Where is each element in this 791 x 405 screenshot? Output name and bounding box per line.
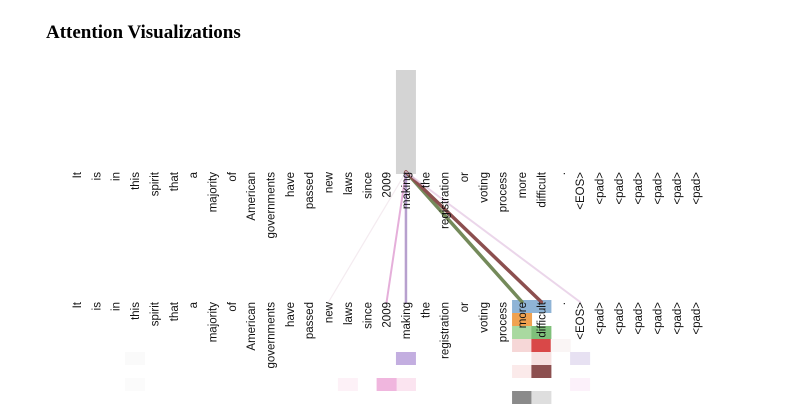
- top-token: governments: [266, 172, 278, 239]
- attention-weight-block: [531, 300, 552, 313]
- bottom-token: more: [517, 302, 529, 328]
- bottom-token: is: [91, 302, 103, 311]
- top-token: or: [459, 172, 471, 182]
- attention-weight-block: [570, 352, 591, 365]
- top-token: passed: [304, 172, 316, 209]
- bottom-token: or: [459, 302, 471, 312]
- bottom-token: this: [130, 302, 142, 320]
- bottom-token: voting: [478, 302, 490, 333]
- attention-weight-block: [531, 391, 552, 404]
- bottom-token: It: [72, 301, 84, 308]
- figure-title: Attention Visualizations: [46, 22, 241, 43]
- attention-weight-block: [125, 378, 146, 391]
- top-token: more: [517, 172, 529, 198]
- attention-weight-block: [531, 365, 552, 378]
- bottom-token: <pad>: [594, 302, 606, 335]
- top-token: spirit: [149, 171, 161, 196]
- bottom-token: <pad>: [691, 302, 703, 335]
- top-token: voting: [478, 172, 490, 203]
- bottom-token: .: [556, 302, 568, 305]
- top-token: laws: [343, 172, 355, 195]
- bottom-token: of: [227, 301, 239, 311]
- attention-line: [404, 170, 544, 304]
- attention-weight-block: [512, 313, 533, 326]
- bottom-token: process: [498, 302, 510, 343]
- top-token: difficult: [536, 171, 548, 207]
- attention-line: [385, 171, 407, 303]
- bottom-token: spirit: [149, 301, 161, 326]
- attention-weight-block: [512, 326, 533, 339]
- bottom-token: passed: [304, 302, 316, 339]
- top-token: <pad>: [594, 172, 606, 205]
- attention-weight-block: [512, 300, 533, 313]
- bottom-token: the: [420, 302, 432, 318]
- top-token: majority: [207, 172, 219, 213]
- bottom-token: <pad>: [614, 302, 626, 335]
- attention-line: [404, 171, 582, 303]
- top-token: since: [362, 172, 374, 199]
- bottom-token: new: [324, 301, 336, 323]
- top-token: .: [556, 172, 568, 175]
- top-token: new: [324, 171, 336, 193]
- bottom-token: making: [401, 302, 413, 339]
- top-token: a: [188, 171, 200, 178]
- attention-weight-block: [395, 352, 416, 365]
- attention-weight-block: [512, 339, 533, 352]
- top-token: in: [111, 172, 123, 181]
- bottom-token: registration: [440, 302, 452, 359]
- top-token: this: [130, 172, 142, 190]
- top-token: It: [72, 171, 84, 178]
- bottom-token: majority: [207, 302, 219, 343]
- top-token: is: [91, 172, 103, 181]
- bottom-token: <pad>: [653, 302, 665, 335]
- attention-weight-block: [512, 365, 533, 378]
- top-token: <pad>: [614, 172, 626, 205]
- attention-line: [327, 171, 407, 303]
- bottom-token: American: [246, 302, 258, 351]
- bottom-token: that: [169, 301, 181, 321]
- top-token: of: [227, 171, 239, 181]
- attention-weight-block: [531, 326, 552, 339]
- bottom-token: 2009: [382, 302, 394, 328]
- top-token: have: [285, 172, 297, 197]
- top-token: <EOS>: [575, 172, 587, 210]
- attention-weight-block: [531, 339, 552, 352]
- bottom-token: a: [188, 301, 200, 308]
- top-token: American: [246, 172, 258, 221]
- bottom-token: since: [362, 302, 374, 329]
- bottom-token: difficult: [536, 301, 548, 337]
- top-token: the: [420, 172, 432, 188]
- top-token: <pad>: [633, 172, 645, 205]
- bottom-token: have: [285, 302, 297, 327]
- bottom-token: <EOS>: [575, 302, 587, 340]
- top-token: that: [169, 171, 181, 191]
- attention-weight-block: [512, 391, 533, 404]
- top-token: <pad>: [672, 172, 684, 205]
- attention-weight-block: [550, 339, 571, 352]
- attention-weight-block: [125, 352, 146, 365]
- top-token: registration: [440, 172, 452, 229]
- top-token: making: [401, 172, 413, 209]
- bottom-token: laws: [343, 302, 355, 325]
- bottom-token: <pad>: [672, 302, 684, 335]
- query-token-highlight: [395, 70, 416, 174]
- attention-weight-block: [337, 378, 358, 391]
- attention-weight-block: [376, 378, 397, 391]
- attention-weight-block: [570, 378, 591, 391]
- bottom-token: in: [111, 302, 123, 311]
- top-token: 2009: [382, 172, 394, 198]
- attention-line: [404, 170, 524, 304]
- bottom-token: <pad>: [633, 302, 645, 335]
- top-token: <pad>: [653, 172, 665, 205]
- top-token: process: [498, 172, 510, 213]
- bottom-token: governments: [266, 302, 278, 369]
- top-token: <pad>: [691, 172, 703, 205]
- attention-weight-block: [395, 378, 416, 391]
- attention-weight-block: [531, 352, 552, 365]
